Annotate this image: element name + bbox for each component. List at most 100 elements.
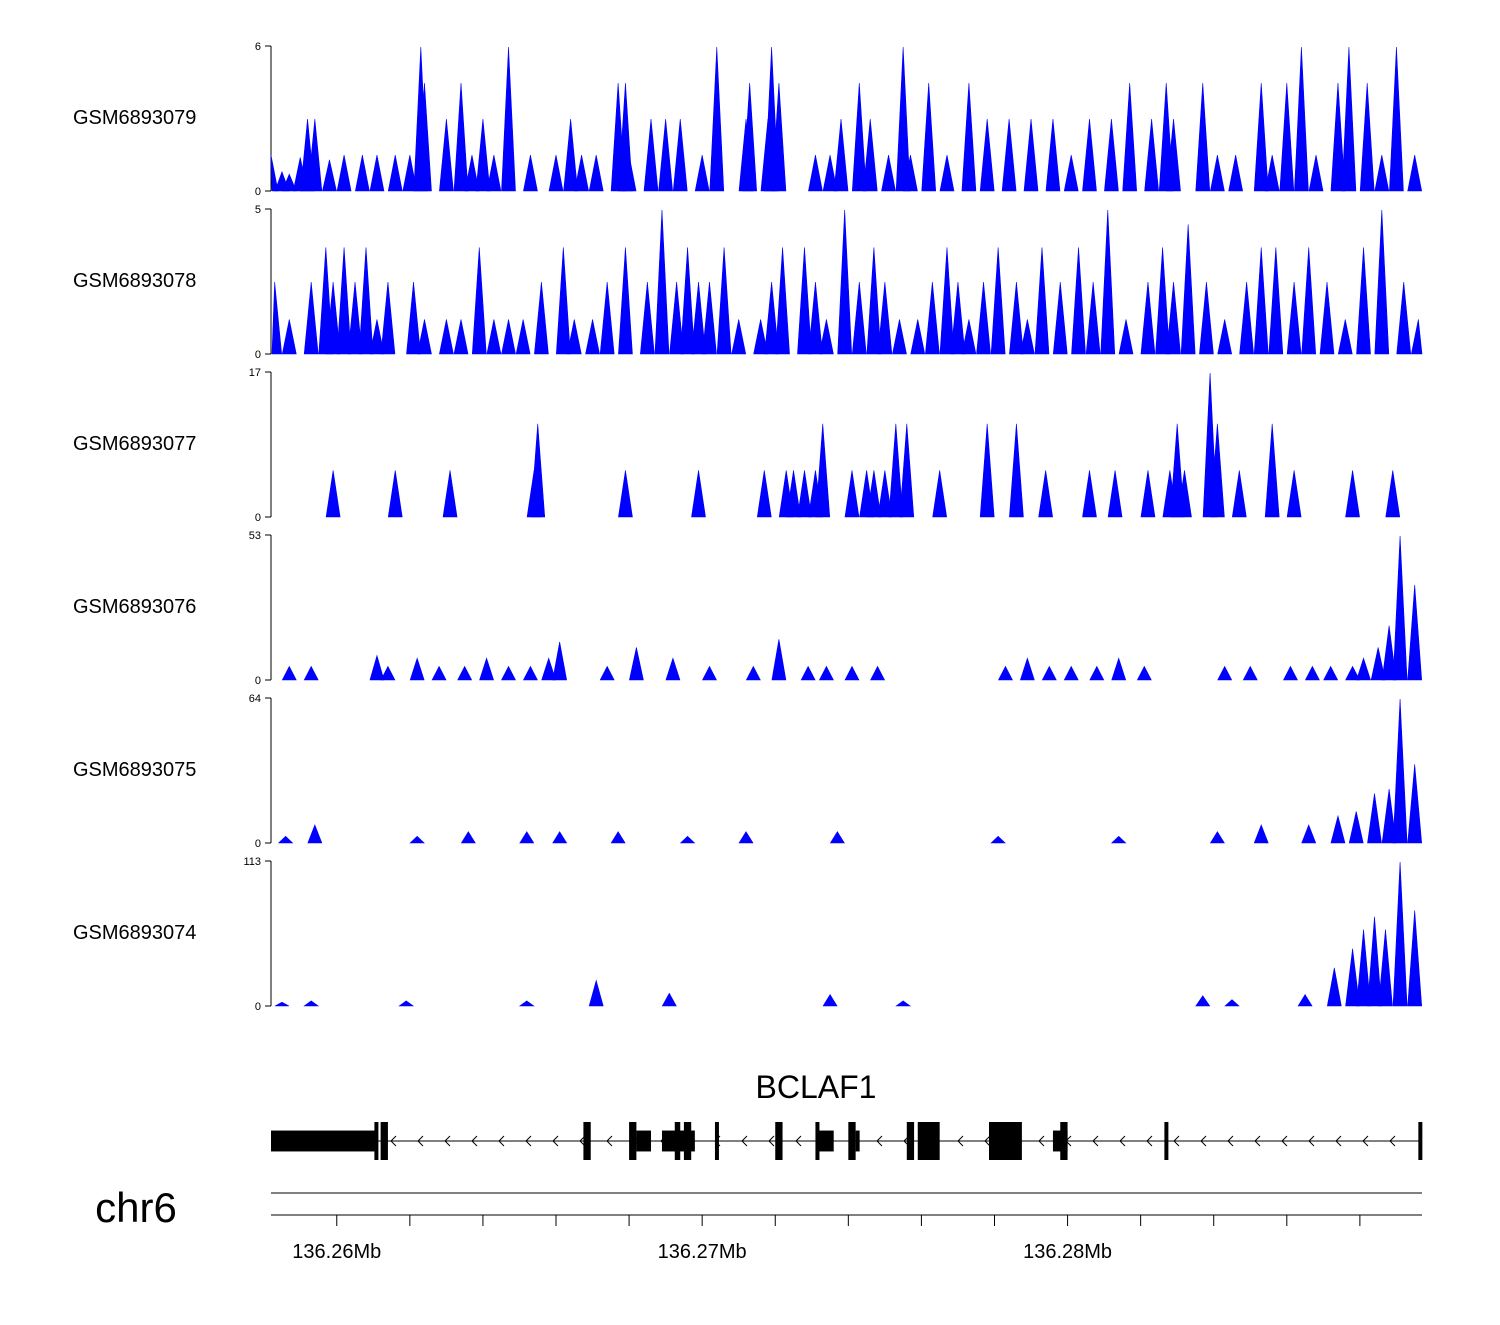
track-GSM6893078: GSM6893078 5 0 <box>73 204 1423 361</box>
x-tick-label: 136.28Mb <box>1023 1241 1112 1263</box>
coverage-peak <box>599 281 615 355</box>
coverage-peak <box>1385 470 1401 518</box>
coverage-peak <box>822 154 838 192</box>
chromosome-label: chr6 <box>95 1184 177 1231</box>
strand-arrow <box>498 1135 505 1147</box>
coverage-peak <box>1356 929 1371 1007</box>
coverage-peak <box>997 665 1013 681</box>
coverage-peak <box>1253 247 1269 355</box>
coverage-peak <box>1286 470 1302 518</box>
track-GSM6893079: GSM6893079 6 0 <box>73 41 1423 198</box>
coverage-peak <box>764 281 779 355</box>
coverage-peak <box>501 319 516 355</box>
track-label: GSM6893079 <box>73 107 196 129</box>
coverage-peak <box>1294 46 1309 192</box>
coverage-peak <box>1082 118 1097 192</box>
coverage-peak <box>961 319 977 355</box>
coverage-peak <box>599 665 615 681</box>
coverage-peak <box>530 423 546 518</box>
coverage-peak <box>1345 665 1361 681</box>
coverage-peak <box>844 470 860 518</box>
coverage-peak <box>672 118 688 192</box>
coverage-peak <box>694 154 710 192</box>
coverage-peak <box>1356 247 1371 355</box>
coverage-peak <box>1082 470 1097 518</box>
gene-exon <box>819 1130 834 1152</box>
coverage-peak <box>1286 281 1302 355</box>
gene-exon <box>917 1122 940 1160</box>
coverage-peak <box>457 665 473 681</box>
coverage-peak <box>442 470 458 518</box>
y-tick-label-min: 0 <box>255 675 261 687</box>
strand-arrow <box>1254 1135 1261 1147</box>
strand-arrow <box>741 1135 748 1147</box>
coverage-peak <box>1019 657 1035 681</box>
coverage-peak <box>979 423 995 518</box>
coverage-peak <box>277 835 294 844</box>
coverage-peak <box>866 247 882 355</box>
coverage-peak <box>453 82 469 192</box>
coverage-peak <box>1199 281 1214 355</box>
coverage-peak <box>588 154 604 192</box>
coverage-peak <box>431 665 447 681</box>
track-GSM6893077: GSM6893077 17 0 <box>73 367 1401 524</box>
strand-arrow <box>1308 1135 1315 1147</box>
coverage-peak <box>829 831 845 844</box>
coverage-peak <box>1410 319 1423 355</box>
coverage-peak <box>1370 647 1386 681</box>
coverage-peak <box>910 319 926 355</box>
coverage-peak <box>866 470 882 518</box>
coverage-peak <box>417 319 432 355</box>
coverage-peak <box>1374 209 1390 355</box>
y-tick-label-min: 0 <box>255 512 261 524</box>
coverage-peak <box>387 470 403 518</box>
coverage-peak <box>903 154 918 192</box>
strand-arrow <box>984 1135 991 1147</box>
coverage-peak <box>808 154 823 192</box>
coverage-peak <box>738 831 754 844</box>
coverage-peak <box>1407 584 1423 681</box>
y-tick-label-max: 64 <box>249 693 261 705</box>
coverage-peak <box>1140 470 1156 518</box>
coverage-peak <box>336 247 352 355</box>
coverage-peak <box>1020 319 1035 355</box>
coverage-peak <box>892 319 907 355</box>
coverage-peak <box>369 654 385 681</box>
coverage-peak <box>417 82 432 192</box>
coverage-peak <box>950 281 966 355</box>
strand-arrow <box>525 1135 532 1147</box>
coverage-peak <box>921 82 937 192</box>
coverage-peak <box>1337 319 1353 355</box>
coverage-peak <box>354 154 370 192</box>
coverage-peak <box>932 470 948 518</box>
coverage-peak <box>815 423 831 518</box>
coverage-peak <box>336 154 352 192</box>
coverage-peak <box>1100 209 1116 355</box>
y-tick-label-min: 0 <box>255 349 261 361</box>
coverage-peak <box>797 470 812 518</box>
coverage-peak <box>819 319 834 355</box>
coverage-peak <box>552 831 568 844</box>
coverage-peak <box>654 209 670 355</box>
coverage-peak <box>1063 665 1079 681</box>
coverage-peak <box>1264 154 1280 192</box>
coverage-peak <box>439 319 454 355</box>
strand-arrow <box>1146 1135 1153 1147</box>
coverage-peak <box>1009 423 1024 518</box>
coverage-peak <box>409 657 425 681</box>
coverage-peak <box>501 665 517 681</box>
strand-arrow <box>1092 1135 1099 1147</box>
coverage-peak <box>322 159 337 192</box>
strand-arrow <box>1389 1135 1396 1147</box>
coverage-peak <box>574 154 589 192</box>
coverage-peak <box>1122 82 1138 192</box>
y-tick-label-max: 17 <box>249 367 261 379</box>
coverage-peak <box>1089 665 1105 681</box>
coverage-peak <box>1009 281 1024 355</box>
coverage-peak <box>753 319 768 355</box>
coverage-peak <box>566 319 582 355</box>
coverage-peak <box>669 281 684 355</box>
track-GSM6893075: GSM6893075 64 0 <box>73 693 1423 850</box>
gene-exon <box>629 1122 637 1160</box>
